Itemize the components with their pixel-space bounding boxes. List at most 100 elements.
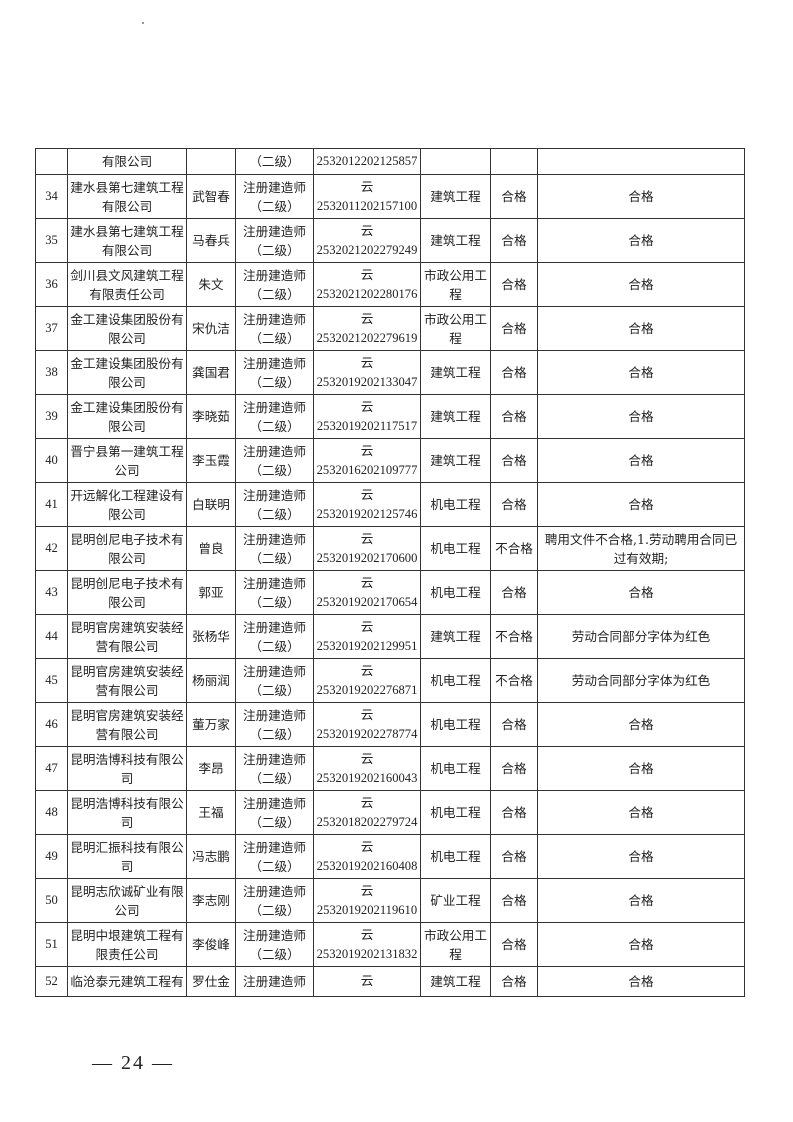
cell-qualification: 注册建造师（二级） [235,790,314,835]
cell-no: 34 [35,174,68,219]
cert-number: 2532021202279619 [316,330,418,345]
cell-no: 49 [35,834,68,879]
table-row: 46 昆明官房建筑安装经营有限公司 董万家 注册建造师（二级） 云 25320192022… [35,702,745,747]
table-row: 48 昆明浩博科技有限公司 王福 注册建造师（二级） 云 2532018202279724… [35,790,745,835]
cell-major: 机电工程 [420,658,491,703]
cell-result: 合格 [490,570,538,615]
cell-qualification: 注册建造师（二级） [235,438,314,483]
cell-major: 建筑工程 [420,218,491,263]
cell-remark: 合格 [537,394,745,439]
cell-qualification: 注册建造师（二级） [235,262,314,307]
cell-company: 金工建设集团股份有限公司 [67,306,187,351]
table-row: 45 昆明官房建筑安装经营有限公司 杨丽润 注册建造师（二级） 云 25320192022… [35,658,745,703]
cell-major: 建筑工程 [420,614,491,659]
cert-prefix: 云 [360,619,374,634]
cell-qualification: 注册建造师（二级） [235,746,314,791]
cell-remark: 合格 [537,482,745,527]
table-row: 36 剑川县文风建筑工程有限责任公司 朱文 注册建造师（二级） 云 25320212022… [35,262,745,307]
cell-remark: 合格 [537,966,745,997]
cell-no: 51 [35,922,68,967]
cert-prefix: 云 [360,839,374,854]
cell-cert: 2532012202125857 [313,148,421,175]
cell-cert: 云 2532019202278774 [313,702,421,747]
cell-result: 合格 [490,262,538,307]
cell-no: 48 [35,790,68,835]
cell-qualification: 注册建造师（二级） [235,922,314,967]
cell-name: 罗仕金 [186,966,236,997]
cell-cert: 云 2532019202117517 [313,394,421,439]
cell-company: 昆明创尼电子技术有限公司 [67,570,187,615]
cell-no: 40 [35,438,68,483]
cell-name: 冯志鹏 [186,834,236,879]
cell-company: 剑川县文风建筑工程有限责任公司 [67,262,187,307]
cell-company: 开远解化工程建设有限公司 [67,482,187,527]
cell-remark: 合格 [537,922,745,967]
cell-name: 白联明 [186,482,236,527]
cell-result: 合格 [490,174,538,219]
cert-prefix: 云 [360,179,374,194]
cell-major: 市政公用工程 [420,306,491,351]
table-row: 37 金工建设集团股份有限公司 宋仇洁 注册建造师（二级） 云 2532021202279… [35,306,745,351]
cell-major: 建筑工程 [420,438,491,483]
cert-prefix: 云 [360,311,374,326]
cell-remark: 合格 [537,834,745,879]
cell-no: 47 [35,746,68,791]
cert-prefix: 云 [360,399,374,414]
cell-cert: 云 2532019202276871 [313,658,421,703]
table-row: 50 昆明志欣诚矿业有限公司 李志刚 注册建造师（二级） 云 25320192021196… [35,878,745,923]
cert-prefix: 云 [360,575,374,590]
cell-qualification: 注册建造师（二级） [235,350,314,395]
table-row: 44 昆明官房建筑安装经营有限公司 张杨华 注册建造师（二级） 云 25320192021… [35,614,745,659]
table-row: 49 昆明汇振科技有限公司 冯志鹏 注册建造师（二级） 云 253201920216040… [35,834,745,879]
page-number: — 24 — [92,1052,174,1074]
cell-major: 机电工程 [420,790,491,835]
cell-no: 44 [35,614,68,659]
cell-result: 合格 [490,834,538,879]
cell-remark: 合格 [537,350,745,395]
cell-company: 昆明汇振科技有限公司 [67,834,187,879]
cell-company: 昆明志欣诚矿业有限公司 [67,878,187,923]
cell-name: 李志刚 [186,878,236,923]
cell-no: 38 [35,350,68,395]
table-row: 40 晋宁县第一建筑工程公司 李玉霞 注册建造师（二级） 云 25320162021097… [35,438,745,483]
cell-qualification: 注册建造师（二级） [235,658,314,703]
cell-company: 昆明中垠建筑工程有限责任公司 [67,922,187,967]
cert-prefix: 云 [360,795,374,810]
cell-major: 建筑工程 [420,350,491,395]
cell-remark: 合格 [537,746,745,791]
cert-prefix: 云 [360,751,374,766]
cert-prefix: 云 [360,883,374,898]
cell-result: 合格 [490,966,538,997]
cell-major: 机电工程 [420,746,491,791]
cell-no: 39 [35,394,68,439]
cell-major: 建筑工程 [420,394,491,439]
cell-qualification: （二级） [235,148,314,175]
cell-name [186,148,236,175]
cert-number: 2532019202133047 [316,374,418,389]
table-row: 43 昆明创尼电子技术有限公司 郭亚 注册建造师（二级） 云 25320192021706… [35,570,745,615]
cell-remark: 合格 [537,878,745,923]
cell-major: 建筑工程 [420,174,491,219]
cell-name: 武智春 [186,174,236,219]
cell-qualification: 注册建造师（二级） [235,174,314,219]
cell-name: 董万家 [186,702,236,747]
cell-cert: 云 2532019202125746 [313,482,421,527]
cell-no: 43 [35,570,68,615]
cell-no [35,148,68,175]
cell-name: 马春兵 [186,218,236,263]
cell-cert: 云 2532021202280176 [313,262,421,307]
cell-major [420,148,491,175]
cell-no: 46 [35,702,68,747]
cell-cert: 云 2532019202129951 [313,614,421,659]
qualification-table: 有限公司 （二级） 2532012202125857 34 建水县第七建筑工程有限… [35,148,745,997]
table-row: 42 昆明创尼电子技术有限公司 曾良 注册建造师（二级） 云 25320192021706… [35,526,745,571]
cell-result: 不合格 [490,526,538,571]
cell-name: 李昂 [186,746,236,791]
cell-company: 金工建设集团股份有限公司 [67,350,187,395]
scan-speck [142,22,144,24]
cert-number: 2532019202125746 [316,506,418,521]
cell-remark [537,148,745,175]
cell-qualification: 注册建造师（二级） [235,702,314,747]
cert-number: 2532021202280176 [316,286,418,301]
cell-major: 矿业工程 [420,878,491,923]
